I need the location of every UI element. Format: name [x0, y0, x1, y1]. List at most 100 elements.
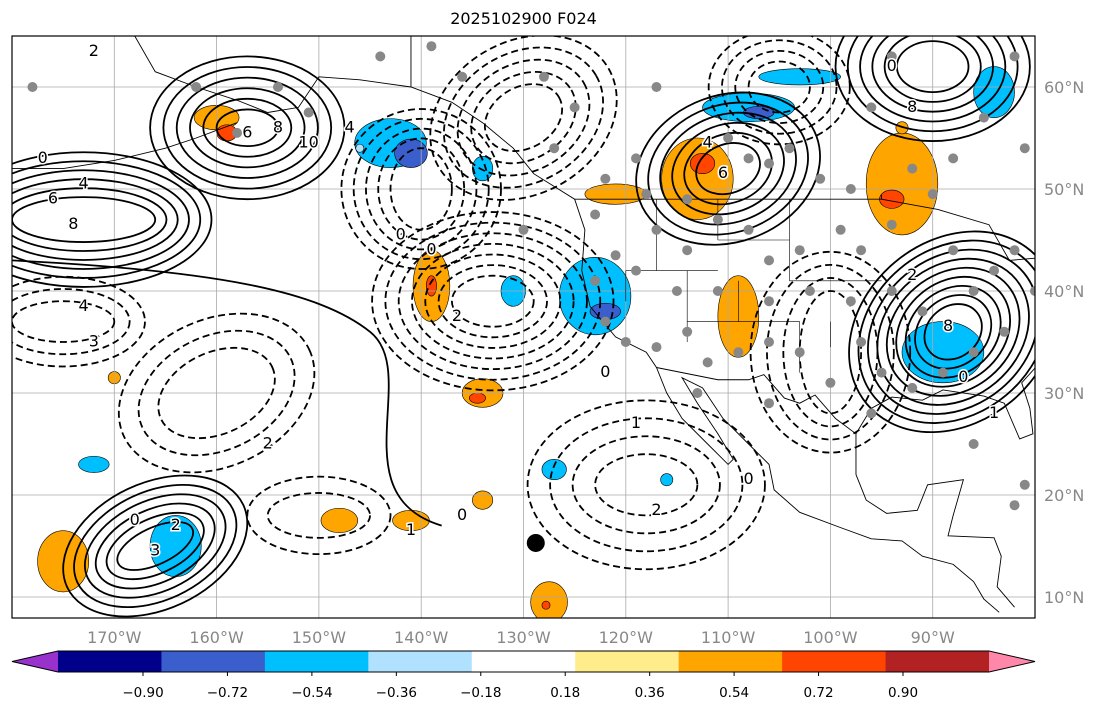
station-dot — [600, 316, 611, 327]
station-dot — [671, 286, 682, 296]
negative-contour — [526, 399, 766, 571]
station-dot — [978, 112, 989, 123]
station-dot — [856, 337, 867, 347]
colorbar: −0.90 −0.72 −0.54 −0.36 −0.18 0.18 0.36 0.54 0.7… — [11, 650, 1036, 701]
station-dot — [907, 382, 918, 393]
positive-contour — [12, 196, 157, 243]
contour-label: 0 — [600, 362, 610, 381]
negative-contour — [117, 312, 316, 474]
contour-label: 4 — [79, 296, 89, 315]
positive-contour — [659, 111, 797, 226]
positive-contour — [162, 66, 333, 190]
colorbar-tick-label: −0.72 — [207, 685, 248, 701]
shaded-region — [355, 143, 365, 153]
contour-label: 3 — [89, 332, 99, 351]
negative-contour — [377, 137, 466, 241]
negative-contour — [12, 300, 116, 343]
negative-contour — [12, 275, 146, 368]
contour-label: 8 — [273, 117, 283, 136]
contour-label: 4 — [703, 133, 713, 152]
station-dot — [1009, 51, 1020, 62]
colorbar-segment — [368, 651, 473, 672]
station-dot — [764, 337, 775, 347]
positive-contour — [914, 294, 993, 370]
positive-contour — [73, 483, 238, 609]
station-dot — [764, 296, 775, 307]
negative-contour — [266, 492, 371, 539]
zero-contour — [12, 259, 442, 527]
station-dot — [733, 347, 744, 358]
negative-contour — [721, 39, 838, 135]
station-dot — [191, 82, 202, 92]
station-dot — [1009, 500, 1020, 511]
contour-label: 8 — [68, 214, 78, 233]
shaded-region — [541, 600, 551, 610]
station-dot — [764, 398, 775, 409]
colorbar-tick-label: 0.54 — [719, 685, 749, 701]
negative-contour — [411, 242, 575, 360]
latitude-label: 60°N — [1044, 78, 1084, 97]
station-dot — [651, 82, 662, 92]
longitude-label: 140°W — [394, 628, 449, 647]
positive-contour — [175, 76, 319, 179]
positive-contour — [635, 91, 821, 246]
negative-contour — [450, 274, 535, 328]
colorbar-segment — [782, 651, 887, 672]
station-dot — [886, 219, 897, 230]
station-dot — [682, 326, 693, 337]
positive-contour — [116, 521, 195, 571]
figure-title: 2025102900 F024 — [450, 9, 597, 28]
negative-contour — [246, 475, 392, 556]
station-dot — [845, 184, 856, 194]
station-dot — [968, 347, 979, 358]
contour-label: 6 — [242, 122, 252, 141]
shaded-region — [901, 321, 985, 384]
negative-contour — [484, 83, 563, 152]
station-dot — [815, 173, 826, 184]
positive-contour — [904, 284, 1002, 379]
positive-contour — [834, 36, 1031, 142]
station-dot — [620, 337, 631, 347]
station-dot — [631, 265, 642, 276]
station-dot — [866, 102, 877, 113]
contour-label: 0 — [130, 510, 140, 529]
station-dot — [764, 158, 775, 169]
station-dot — [375, 51, 386, 62]
station-dot — [989, 265, 1000, 276]
station-dot — [692, 388, 703, 398]
station-dot — [794, 347, 805, 358]
negative-contour — [157, 346, 276, 440]
station-dot — [743, 224, 754, 235]
station-dot — [600, 173, 611, 184]
station-dot — [712, 214, 723, 225]
contour-label: 8 — [907, 97, 917, 116]
colorbar-segment — [58, 651, 162, 672]
positive-contour — [895, 275, 1012, 388]
negative-contour — [734, 49, 825, 125]
latitude-label: 30°N — [1044, 384, 1084, 403]
station-dot — [999, 326, 1010, 337]
station-dot — [835, 224, 846, 235]
negative-contour — [549, 417, 744, 553]
positive-contour — [12, 169, 190, 270]
positive-contour — [876, 257, 1030, 406]
contour-label: 2 — [89, 41, 99, 60]
station-dot — [682, 194, 693, 205]
contour-label: 1 — [989, 403, 999, 422]
longitude-label: 120°W — [599, 628, 654, 647]
shaded-region — [320, 507, 359, 534]
positive-contour — [12, 160, 202, 279]
negative-contour — [437, 264, 548, 339]
contour-label: 0 — [958, 367, 968, 386]
station-dot — [856, 245, 867, 256]
station-dot — [886, 286, 897, 296]
station-dot — [764, 255, 775, 266]
shaded-region — [530, 581, 568, 618]
coastline — [134, 36, 1000, 613]
longitude-label: 170°W — [87, 628, 142, 647]
station-dot — [426, 41, 437, 52]
station-dot — [948, 153, 959, 164]
longitude-label: 130°W — [496, 628, 551, 647]
